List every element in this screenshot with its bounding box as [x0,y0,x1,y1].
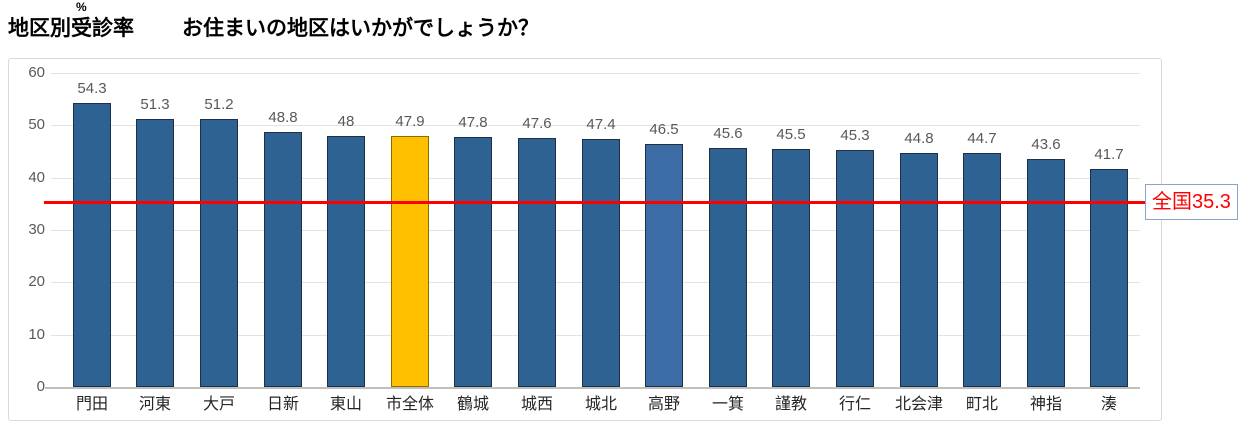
bar-value-label: 51.2 [204,96,234,113]
x-axis-category-label: 神指 [1029,396,1062,413]
bar-value-label: 44.8 [904,130,934,147]
bar-value-label: 44.7 [967,130,997,147]
bar-市全体 [391,136,429,387]
bar-鶴城 [454,137,492,387]
y-axis-tick-label: 50 [28,116,45,133]
x-axis-category-label: 河東 [138,396,171,413]
bar-町北 [963,153,1001,387]
y-axis-tick-label: 20 [28,273,45,290]
bar-北会津 [900,153,938,387]
bar-value-label: 47.4 [586,116,616,133]
bar-value-label: 47.6 [522,115,552,132]
x-axis-category-label: 東山 [329,396,362,413]
y-axis-tick-label: 40 [28,169,45,186]
bar-value-label: 41.7 [1094,146,1124,163]
bar-value-label: 45.5 [776,126,806,143]
chart-subtitle-question: お住まいの地区はいかがでしょうか？ [182,17,539,40]
bar-行仁 [836,150,874,387]
x-axis-category-label: 町北 [965,396,998,413]
chart-title: 地区別受診率 [8,17,134,40]
bar-大戸 [200,119,238,387]
bar-value-label: 46.5 [649,121,679,138]
x-axis-category-label: 一箕 [711,396,744,413]
x-axis-category-label: 湊 [1100,396,1117,413]
y-axis-tick-label: 60 [28,64,45,81]
bar-日新 [264,132,302,387]
y-axis-tick-label: 0 [36,378,45,395]
bar-value-label: 54.3 [77,80,107,97]
national-average-line [44,201,1145,204]
x-axis-category-label: 城西 [520,396,553,413]
x-axis-category-label: 高野 [647,396,680,413]
x-axis-category-label: 行仁 [838,396,871,413]
y-gridline [51,73,1140,74]
bar-湊 [1090,169,1128,387]
x-axis-category-label: 日新 [266,396,299,413]
x-axis-category-label: 門田 [75,396,108,413]
bar-神指 [1027,159,1065,387]
bar-value-label: 48.8 [268,109,298,126]
bar-謹教 [772,149,810,387]
bar-value-label: 45.3 [840,127,870,144]
x-axis-category-label: 北会津 [894,396,943,413]
bar-value-label: 51.3 [140,96,170,113]
x-axis-line [45,387,1140,389]
x-axis-category-label: 大戸 [202,396,235,413]
national-average-label: 全国35.3 [1145,184,1238,220]
bar-一箕 [709,148,747,387]
bar-chart-frame: 0 10 20 30 40 50 60 54.3 門田 51.3 河東 51.2 大戸 48.8 日新 48 東… [8,58,1238,421]
x-axis-category-label: 鶴城 [456,396,489,413]
x-axis-category-label: 市全体 [385,396,434,413]
page-title: 地区別受診率 お住まいの地区はいかがでしょうか？ [8,12,539,42]
bar-value-label: 48 [337,113,355,130]
x-axis-category-label: 謹教 [774,396,807,413]
bar-城北 [582,139,620,387]
bar-value-label: 45.6 [713,125,743,142]
bar-門田 [73,103,111,387]
bar-城西 [518,138,556,387]
y-gridline [51,125,1140,126]
bar-河東 [136,119,174,387]
x-axis-category-label: 城北 [584,396,617,413]
bar-東山 [327,136,365,387]
y-axis-tick-label: 10 [28,326,45,343]
y-axis-unit-label: % [76,0,87,14]
bar-value-label: 47.9 [395,113,425,130]
bar-value-label: 43.6 [1031,136,1061,153]
y-axis-tick-label: 30 [28,221,45,238]
bar-value-label: 47.8 [458,114,488,131]
bar-高野 [645,144,683,387]
